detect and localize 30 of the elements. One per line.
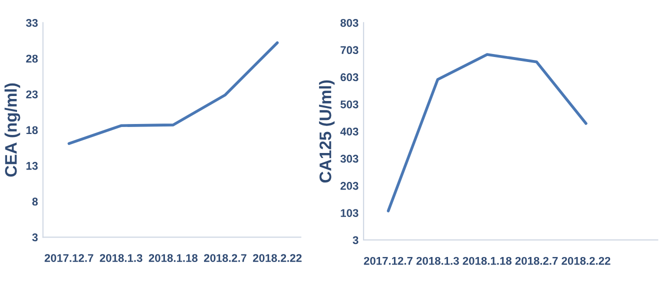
x-tick-label: 2017.12.7 <box>364 256 412 265</box>
y-tick-label: 103 <box>340 209 358 217</box>
y-tick-label: 28 <box>26 54 38 63</box>
y-axis-title: CA125 (U/ml) <box>319 80 335 183</box>
x-tick-label: 2018.2.7 <box>515 256 558 265</box>
y-tick-label: 18 <box>26 126 38 134</box>
x-tick-label: 2018.1.18 <box>148 254 198 262</box>
x-tick-label: 2018.2.22 <box>562 256 610 265</box>
x-tick-label: 2018.2.22 <box>252 254 302 262</box>
y-tick-label: 33 <box>26 18 38 27</box>
y-tick-label: 203 <box>340 182 358 190</box>
y-tick-label: 603 <box>340 73 358 82</box>
x-tick-label: 2018.1.18 <box>462 256 512 265</box>
line-series <box>68 41 279 145</box>
x-tick-label: 2018.2.7 <box>204 254 246 262</box>
x-tick-label: 2018.1.3 <box>416 256 459 265</box>
y-tick-label: 303 <box>340 154 358 163</box>
y-tick-label: 3 <box>352 236 358 244</box>
line-series <box>386 53 588 212</box>
x-tick-label: 2018.1.3 <box>100 254 142 262</box>
y-axis-title: CEA (ng/ml) <box>4 83 20 177</box>
x-tick-label: 2017.12.7 <box>44 254 94 262</box>
y-tick-label: 803 <box>340 18 358 27</box>
y-tick-label: 403 <box>340 128 358 136</box>
y-tick-label: 23 <box>26 90 38 98</box>
y-tick-label: 3 <box>32 233 38 242</box>
y-tick-label: 8 <box>32 198 38 206</box>
y-tick-label: 13 <box>26 162 38 170</box>
y-tick-label: 703 <box>340 46 358 54</box>
y-tick-label: 503 <box>340 100 358 108</box>
